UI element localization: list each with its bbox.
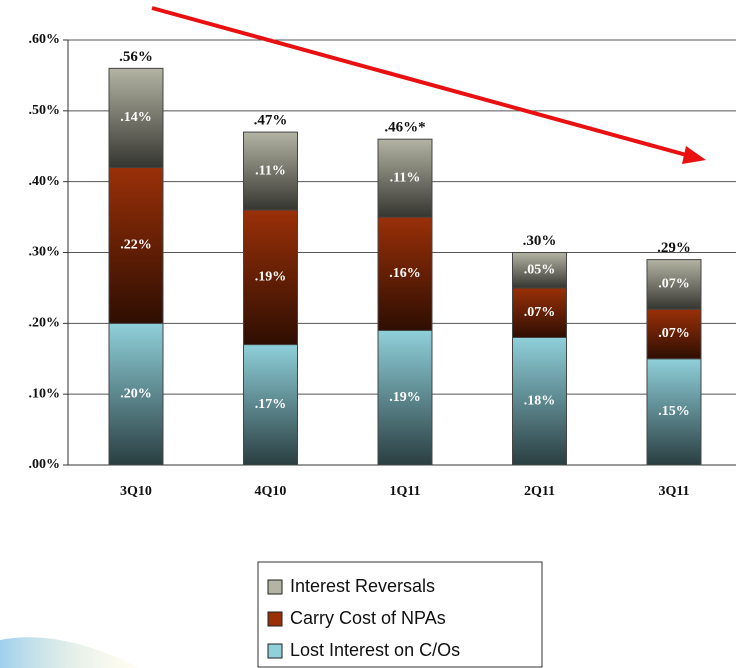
data-label: .19% <box>389 390 421 405</box>
y-tick-label: .40% <box>29 174 61 189</box>
bar-segment <box>108 322 164 466</box>
data-label: .18% <box>524 393 556 408</box>
total-label: .56% <box>119 49 153 65</box>
bar-segment <box>512 337 567 466</box>
bar-segment <box>512 287 567 338</box>
bar-segment <box>243 209 298 346</box>
total-label: .30% <box>523 233 557 249</box>
total-label: .29% <box>657 240 691 256</box>
legend-swatch <box>267 643 283 659</box>
y-tick-label: .50% <box>29 103 61 118</box>
data-label: .14% <box>120 110 152 125</box>
total-label: .46%* <box>384 120 425 136</box>
x-tick-label: 3Q11 <box>658 484 689 499</box>
x-tick-label: 4Q10 <box>255 484 287 499</box>
bar-segment <box>512 252 567 289</box>
legend-label: Lost Interest on C/Os <box>290 640 460 660</box>
total-label: .47% <box>254 113 288 129</box>
data-label: .11% <box>255 163 286 178</box>
y-tick-label: .00% <box>29 457 61 472</box>
data-label: .07% <box>524 305 556 320</box>
legend-label: Carry Cost of NPAs <box>290 608 446 628</box>
bar-segment <box>243 131 298 211</box>
bar-segment <box>646 308 702 360</box>
trend-arrow <box>151 6 691 158</box>
data-label: .07% <box>658 277 690 292</box>
x-tick-label: 1Q11 <box>389 484 420 499</box>
data-label: .19% <box>255 270 287 285</box>
bar-segment <box>108 167 164 324</box>
bar-segment <box>377 216 433 331</box>
data-label: .07% <box>658 326 690 341</box>
y-tick-label: .20% <box>29 316 61 331</box>
decoration-swoosh <box>0 637 140 668</box>
data-label: .16% <box>389 266 421 281</box>
bar-segment <box>646 358 702 466</box>
x-tick-label: 2Q11 <box>524 484 555 499</box>
legend-swatch <box>267 611 283 627</box>
bar-segment <box>108 67 164 168</box>
data-label: .05% <box>524 262 556 277</box>
bar-segment <box>377 329 433 466</box>
bar-segment <box>377 138 433 218</box>
bar-segment <box>243 344 298 466</box>
data-label: .20% <box>120 386 152 401</box>
legend-label: Interest Reversals <box>290 576 435 596</box>
y-tick-label: .30% <box>29 245 61 260</box>
bar-segment <box>646 259 702 310</box>
x-tick-label: 3Q10 <box>120 484 152 499</box>
legend: Interest Reversals Carry Cost of NPAs Lost… <box>257 561 543 668</box>
data-label: .17% <box>255 397 287 412</box>
data-label: .22% <box>120 238 152 253</box>
y-tick-label: .10% <box>29 386 61 401</box>
legend-box <box>257 561 543 668</box>
data-label: .11% <box>390 170 421 185</box>
trend-arrowhead <box>682 146 706 164</box>
y-tick-label: .60% <box>29 32 61 47</box>
data-label: .15% <box>658 404 690 419</box>
legend-swatch <box>267 579 283 595</box>
